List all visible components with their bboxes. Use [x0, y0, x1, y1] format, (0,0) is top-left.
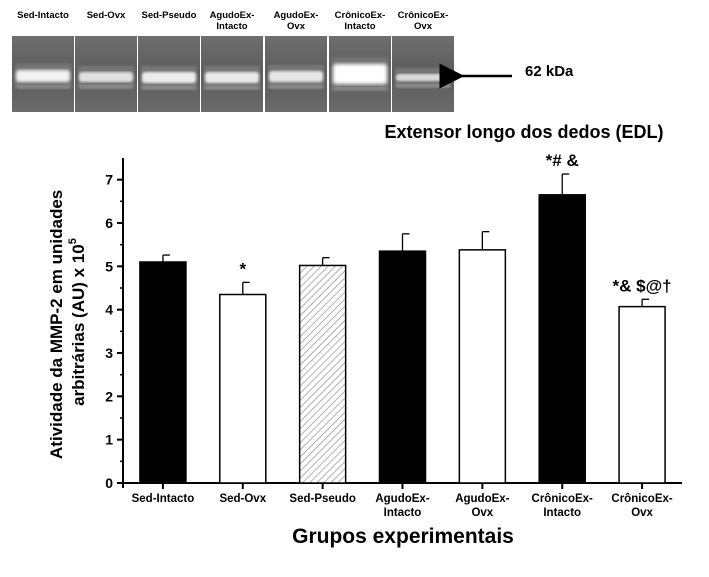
gel-lane: Sed-Pseudo	[138, 0, 200, 112]
significance-label: *# &	[546, 151, 579, 170]
y-tick-label: 4	[105, 302, 113, 318]
x-tick-label: Sed-Intacto	[132, 493, 195, 505]
x-tick-label: Sed-Ovx	[219, 493, 266, 505]
gel-lane: Sed-Intacto	[12, 0, 74, 112]
gel-lane-label: Sed-Ovx	[86, 10, 126, 21]
y-axis-label: Atividade da MMP-2 em unidades arbitrári…	[47, 185, 88, 459]
chart-title: Extensor longo dos dedos (EDL)	[384, 122, 663, 142]
gel-lane-label: CrônicoEx- Intacto	[334, 10, 386, 32]
x-tick-label: Sed-Pseudo	[289, 493, 355, 505]
bar	[378, 250, 427, 484]
y-tick-label: 2	[105, 388, 113, 404]
bar	[538, 194, 586, 484]
y-tick-label: 6	[105, 215, 113, 231]
y-axis-label-line1: Atividade da MMP-2 em unidades	[47, 190, 66, 459]
gel-band	[201, 36, 263, 112]
y-axis-label-sup: 5	[67, 238, 79, 244]
x-tick-label: CrônicoEx-Ovx	[611, 493, 673, 519]
gel-lane: AgudoEx- Ovx	[265, 0, 327, 112]
bar	[139, 261, 187, 484]
y-tick-label: 7	[105, 172, 113, 188]
x-axis-label: Grupos experimentais	[292, 525, 514, 548]
gel-band	[138, 36, 200, 112]
gel-lane-label: Sed-Pseudo	[141, 10, 197, 21]
x-tick-label: AgudoEx-Ovx	[455, 493, 509, 519]
bar	[298, 264, 347, 484]
chart-bars: * *# & *& $@†	[139, 151, 672, 484]
y-tick-label: 3	[105, 345, 113, 361]
gel-band	[265, 36, 327, 112]
band-mw-label: 62 kDa	[525, 63, 574, 80]
x-tick-label: CrônicoEx-Intacto	[532, 493, 594, 519]
y-axis-label-line2: arbitrárias (AU) x 105	[67, 238, 88, 406]
x-tick-label: AgudoEx-Intacto	[375, 493, 429, 519]
gel-lane: CrônicoEx- Ovx	[392, 0, 454, 112]
gel-band	[329, 36, 391, 112]
gel-lane: CrônicoEx- Intacto	[329, 0, 391, 112]
gel-band	[12, 36, 74, 112]
gel-band	[75, 36, 137, 112]
significance-label: *& $@†	[613, 276, 672, 295]
bar	[618, 305, 666, 484]
gel-lane: Sed-Ovx	[75, 0, 137, 112]
y-tick-label: 5	[105, 258, 113, 274]
chart-axes: 0 1 2 3 4 5 6 7 Sed-Intacto Sed-Ovx Sed-Pseudo Agud…	[105, 158, 682, 519]
bar	[219, 293, 267, 484]
significance-label: *	[239, 259, 246, 278]
y-axis-label-line2-text: arbitrárias (AU) x 10	[69, 244, 88, 406]
gel-lane-label: CrônicoEx- Ovx	[397, 10, 449, 32]
gel-lane: AgudoEx- Intacto	[201, 0, 263, 112]
y-tick-label: 0	[105, 475, 113, 491]
y-tick-label: 1	[105, 432, 113, 448]
gel-blot-panel: Sed-Intacto Sed-Ovx Sed-Pseudo AgudoEx- Int…	[0, 0, 709, 115]
gel-lane-label: AgudoEx- Ovx	[273, 10, 319, 32]
gel-lane-label: AgudoEx- Intacto	[209, 10, 255, 32]
bar	[458, 249, 507, 484]
gel-lane-label: Sed-Intacto	[17, 10, 69, 21]
gel-band	[392, 36, 454, 112]
